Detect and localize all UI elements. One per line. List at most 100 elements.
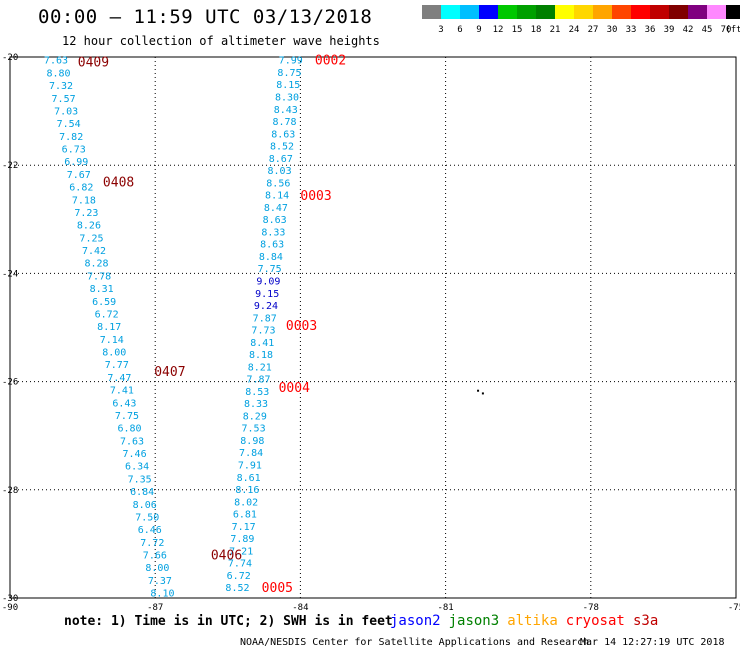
x-tick-label: -87	[147, 603, 163, 613]
legend-swatch	[536, 5, 555, 19]
wave-height-value: 8.15	[276, 80, 300, 91]
wave-height-value: 6.46	[138, 525, 162, 536]
wave-height-value: 8.98	[240, 436, 264, 447]
wave-height-value: 8.75	[277, 68, 301, 79]
chart-title: 00:00 – 11:59 UTC 03/13/2018	[38, 6, 373, 28]
wave-height-value: 6.72	[227, 571, 251, 582]
wave-height-value: 8.30	[275, 93, 299, 104]
legend-label: 30	[607, 25, 618, 35]
wave-height-value: 7.57	[52, 94, 76, 105]
wave-height-value: 8.53	[245, 387, 269, 398]
time-label: 0002	[315, 54, 346, 69]
wave-height-value: 7.63	[44, 56, 68, 67]
legend-swatch	[631, 5, 650, 19]
wave-height-value: 8.14	[265, 191, 289, 202]
legend-swatch	[460, 5, 479, 19]
y-tick-label: -26	[2, 378, 18, 388]
wave-height-value: 8.63	[271, 129, 295, 140]
wave-height-value: 8.21	[248, 362, 272, 373]
y-tick-label: -28	[2, 486, 18, 496]
wave-height-value: 7.21	[229, 546, 253, 557]
legend-label: 42	[683, 25, 694, 35]
footer-credit: NOAA/NESDIS Center for Satellite Applica…	[240, 637, 589, 648]
wave-height-value: 8.61	[237, 473, 261, 484]
wave-height-value: 7.77	[105, 360, 129, 371]
legend-swatch	[498, 5, 517, 19]
wave-height-value: 7.25	[79, 233, 103, 244]
legend-swatch	[574, 5, 593, 19]
legend-label: 70	[721, 25, 732, 35]
time-label: 0409	[78, 55, 109, 70]
wave-height-value: 7.89	[230, 534, 254, 545]
wave-height-value: 8.02	[234, 497, 258, 508]
wave-height-value: 7.53	[242, 424, 266, 435]
satellite-label: jason3	[449, 613, 500, 629]
wave-height-value: 9.15	[255, 289, 279, 300]
wave-height-value: 7.42	[82, 246, 106, 257]
wave-height-value: 8.29	[243, 411, 267, 422]
wave-height-value: 8.10	[150, 589, 174, 600]
wave-height-value: 8.80	[46, 68, 70, 79]
wave-height-value: 8.18	[249, 350, 273, 361]
legend-label: 9	[476, 25, 481, 35]
wave-height-value: 7.66	[143, 551, 167, 562]
wave-height-value: 7.37	[148, 576, 172, 587]
legend-swatch	[517, 5, 536, 19]
x-tick-label: -81	[437, 603, 453, 613]
wave-height-value: 8.78	[272, 117, 296, 128]
wave-height-value: 6.34	[125, 462, 149, 473]
wave-height-value: 8.63	[260, 240, 284, 251]
wave-height-value: 8.17	[97, 322, 121, 333]
wave-height-value: 7.75	[115, 411, 139, 422]
legend-swatch	[726, 5, 740, 19]
wave-height-value: 8.84	[259, 252, 283, 263]
wave-height-value: 7.14	[100, 335, 124, 346]
wave-height-value: 7.91	[238, 461, 262, 472]
wave-height-value: 7.47	[107, 373, 131, 384]
wave-height-value: 7.87	[253, 313, 277, 324]
footer-timestamp: Mar 14 12:27:19 UTC 2018	[580, 637, 725, 648]
wave-height-value: 8.00	[145, 563, 169, 574]
footer: note: 1) Time is in UTC; 2) SWH is in fe…	[64, 613, 725, 648]
wave-height-value: 8.63	[263, 215, 287, 226]
satellite-label: s3a	[633, 613, 658, 629]
wave-height-value: 7.78	[87, 271, 111, 282]
wave-height-value: 7.50	[135, 512, 159, 523]
wave-height-value: 7.72	[140, 538, 164, 549]
x-tick-label: -75	[728, 603, 740, 613]
legend-swatch	[669, 5, 688, 19]
wave-height-value: 8.26	[77, 221, 101, 232]
wave-height-value: 6.59	[92, 297, 116, 308]
wave-height-value: 7.75	[258, 264, 282, 275]
legend-label: 27	[588, 25, 599, 35]
time-label: 0004	[279, 381, 310, 396]
y-tick-label: -20	[2, 53, 18, 63]
legend-label: 36	[645, 25, 656, 35]
wave-height-value: 8.43	[274, 105, 298, 116]
wave-height-value: 7.35	[128, 474, 152, 485]
time-label: 0407	[154, 365, 185, 380]
plot-frame	[9, 56, 737, 599]
wave-height-value: 7.54	[57, 119, 81, 130]
x-tick-label: -78	[583, 603, 599, 613]
wave-height-value: 6.80	[117, 424, 141, 435]
legend-label: 6	[457, 25, 462, 35]
wave-height-value: 7.03	[54, 106, 78, 117]
legend-swatch	[422, 5, 441, 19]
data-dot	[481, 392, 484, 395]
y-tick-label: -22	[2, 161, 18, 171]
wave-height-value: 8.52	[225, 583, 249, 594]
legend-label: 15	[512, 25, 523, 35]
wave-height-value: 8.33	[244, 399, 268, 410]
legend-swatch	[707, 5, 726, 19]
wave-height-value: 8.16	[235, 485, 259, 496]
legend-label: 33	[626, 25, 637, 35]
satellite-label: cryosat	[566, 613, 625, 629]
legend-label: 3	[438, 25, 443, 35]
satellite-label: jason2	[390, 613, 441, 629]
footer-note: note: 1) Time is in UTC; 2) SWH is in fe…	[64, 614, 393, 629]
legend-swatch	[612, 5, 631, 19]
wave-height-value: 8.03	[268, 166, 292, 177]
